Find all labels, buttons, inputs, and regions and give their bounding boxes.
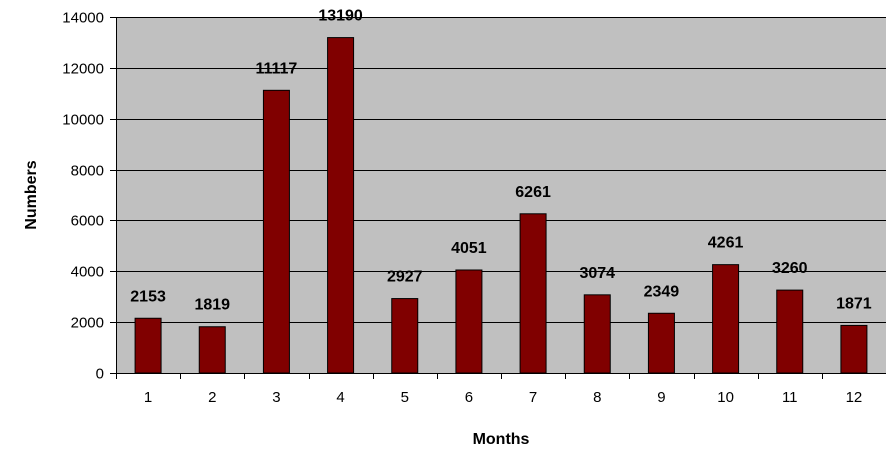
x-tick-label: 2 bbox=[208, 389, 216, 406]
y-tick-label: 2000 bbox=[71, 315, 104, 332]
x-tick-label: 10 bbox=[717, 389, 734, 406]
y-tick-label: 10000 bbox=[62, 112, 104, 129]
plot-area bbox=[116, 17, 886, 373]
bar bbox=[712, 264, 740, 374]
x-tick-label: 7 bbox=[529, 389, 537, 406]
data-label: 1819 bbox=[194, 297, 230, 314]
y-tick-label: 6000 bbox=[71, 213, 104, 230]
x-tick-label: 5 bbox=[401, 389, 409, 406]
data-label: 6261 bbox=[515, 184, 551, 201]
bar bbox=[583, 294, 611, 374]
y-tick-label: 4000 bbox=[71, 264, 104, 281]
bar bbox=[134, 317, 162, 374]
y-tick-label: 8000 bbox=[71, 163, 104, 180]
x-tick-label: 3 bbox=[272, 389, 280, 406]
bar bbox=[262, 89, 290, 374]
x-tick-label: 12 bbox=[846, 389, 863, 406]
data-label: 13190 bbox=[318, 8, 363, 25]
data-label: 2349 bbox=[644, 283, 680, 300]
data-label: 1871 bbox=[836, 295, 872, 312]
x-tick-label: 8 bbox=[593, 389, 601, 406]
x-axis: 1 2 3 4 5 6 7 8 9 10 11 12 bbox=[116, 373, 886, 406]
x-axis-title: Months bbox=[473, 431, 530, 448]
x-tick-label: 4 bbox=[336, 389, 344, 406]
gridlines bbox=[116, 17, 886, 323]
data-label: 3260 bbox=[772, 260, 808, 277]
x-tick-label: 11 bbox=[782, 389, 798, 406]
y-tick-label: 14000 bbox=[62, 10, 104, 27]
data-label: 4261 bbox=[708, 235, 744, 252]
y-tick-label: 0 bbox=[96, 366, 104, 383]
data-label: 2927 bbox=[387, 269, 423, 286]
data-label: 2153 bbox=[130, 288, 166, 305]
x-tick-label: 1 bbox=[144, 389, 152, 406]
x-tick-label: 6 bbox=[465, 389, 473, 406]
bar bbox=[776, 289, 804, 374]
bar bbox=[519, 213, 547, 374]
y-axis-title: Numbers bbox=[23, 160, 40, 229]
bar bbox=[647, 312, 675, 374]
y-axis: 0 2000 4000 6000 8000 10000 12000 14000 bbox=[62, 10, 117, 383]
data-label: 3074 bbox=[579, 265, 615, 282]
bar bbox=[198, 326, 226, 374]
bar bbox=[327, 37, 355, 374]
bar bbox=[391, 298, 419, 374]
bars bbox=[134, 37, 868, 374]
data-labels: 2153 1819 11117 13190 2927 4051 6261 3074 2349 42… bbox=[130, 8, 872, 314]
data-label: 11117 bbox=[255, 60, 297, 77]
x-tick-label: 9 bbox=[657, 389, 665, 406]
y-tick-label: 12000 bbox=[62, 61, 104, 78]
bar bbox=[455, 269, 483, 374]
data-label: 4051 bbox=[451, 240, 487, 257]
bar bbox=[840, 324, 868, 374]
